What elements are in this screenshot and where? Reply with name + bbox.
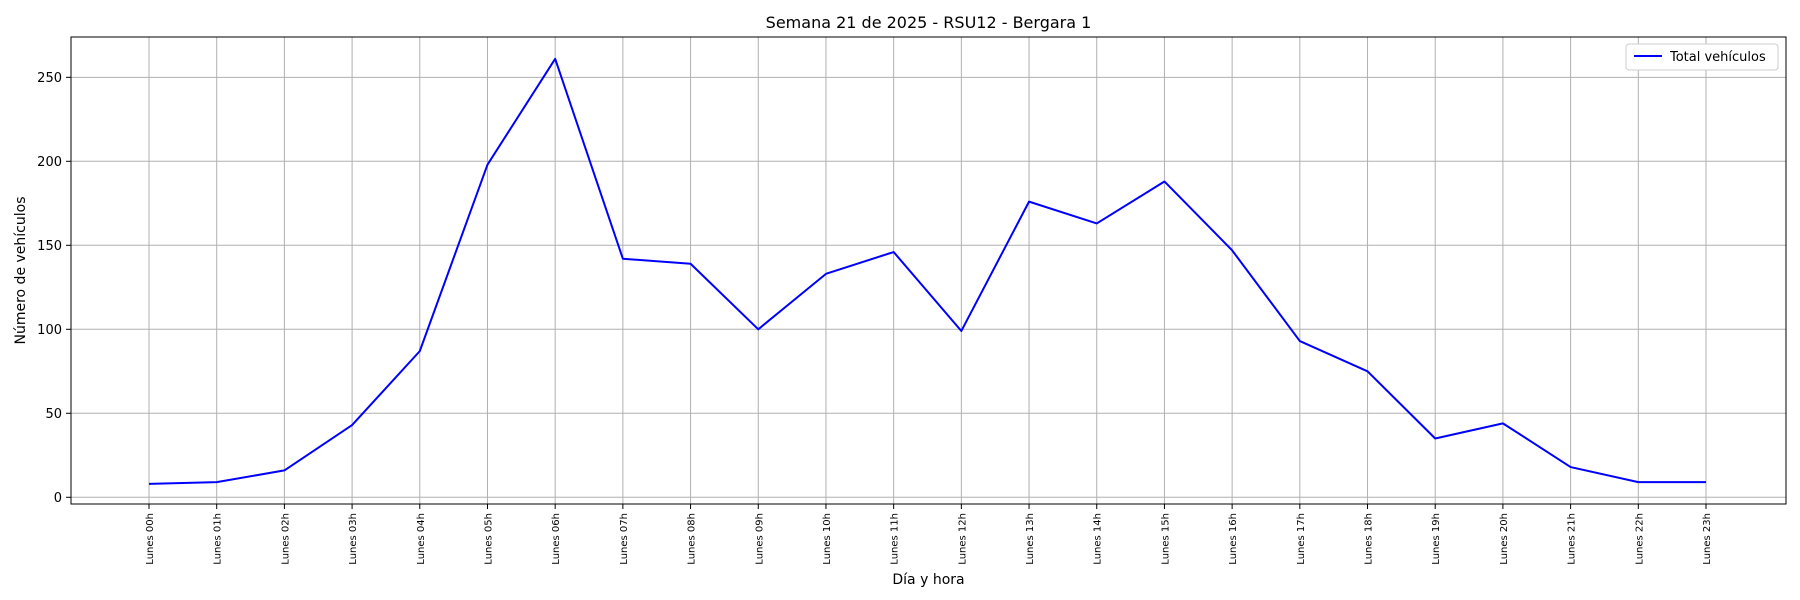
data-point [351, 424, 353, 426]
x-tick-label: Lunes 22h [1634, 513, 1645, 565]
axis-layer: Lunes 00h Lunes 01h Lunes 02h Lunes 03h Lune… [37, 71, 1713, 565]
x-tick-label: Lunes 23h [1702, 513, 1713, 565]
x-tick-label: Lunes 18h [1364, 513, 1375, 565]
x-tick-label: Lunes 06h [551, 513, 562, 565]
data-point [1299, 340, 1301, 342]
data-point [1096, 222, 1098, 224]
y-tick-label: 150 [37, 239, 62, 254]
data-point [1434, 437, 1436, 439]
grid-layer [71, 37, 1786, 504]
x-tick-label: Lunes 09h [754, 513, 765, 565]
data-point [419, 350, 421, 352]
data-point [216, 481, 218, 483]
data-point [893, 251, 895, 253]
chart-title: Semana 21 de 2025 - RSU12 - Bergara 1 [766, 13, 1092, 32]
y-tick-label: 100 [37, 323, 62, 338]
data-point [1028, 201, 1030, 203]
legend-box [1625, 43, 1779, 71]
legend: Total vehículos [1625, 43, 1779, 71]
x-tick-label: Lunes 08h [687, 513, 698, 565]
data-point [148, 483, 150, 485]
data-point [1502, 422, 1504, 424]
data-point [486, 164, 488, 166]
data-point [1231, 249, 1233, 251]
data-point [554, 58, 556, 60]
x-tick-label: Lunes 07h [619, 513, 630, 565]
x-tick-label: Lunes 13h [1025, 513, 1036, 565]
data-point [1367, 370, 1369, 372]
y-tick-label: 50 [45, 407, 62, 422]
data-point [283, 469, 285, 471]
legend-label: Total vehículos [1669, 50, 1766, 65]
x-tick-label: Lunes 03h [348, 513, 359, 565]
y-tick-label: 0 [54, 491, 62, 506]
x-tick-label: Lunes 19h [1431, 513, 1442, 565]
x-tick-label: Lunes 20h [1499, 513, 1510, 565]
y-tick-label: 200 [37, 155, 62, 170]
x-tick-label: Lunes 01h [213, 513, 224, 565]
data-point [622, 258, 624, 260]
x-tick-label: Lunes 12h [957, 513, 968, 565]
data-point [825, 273, 827, 275]
x-tick-label: Lunes 21h [1567, 513, 1578, 565]
data-point [1637, 481, 1639, 483]
data-point [1163, 180, 1165, 182]
data-point [1705, 481, 1707, 483]
x-tick-label: Lunes 17h [1296, 513, 1307, 565]
data-point [757, 328, 759, 330]
y-tick-label: 250 [37, 71, 62, 86]
plot-frame [70, 36, 1787, 505]
x-tick-label: Lunes 05h [483, 513, 494, 565]
x-tick-label: Lunes 02h [280, 513, 291, 565]
data-point [690, 263, 692, 265]
x-tick-label: Lunes 16h [1228, 513, 1239, 565]
x-tick-label: Lunes 10h [822, 513, 833, 565]
x-tick-label: Lunes 00h [145, 513, 156, 565]
y-axis-label: Número de vehículos [13, 197, 29, 345]
x-axis-label: Día y hora [892, 572, 964, 588]
series-line [148, 57, 1706, 485]
x-tick-label: Lunes 15h [1160, 513, 1171, 565]
x-tick-label: Lunes 04h [416, 513, 427, 565]
x-tick-label: Lunes 14h [1093, 513, 1104, 565]
data-point [960, 330, 962, 332]
data-point [1570, 466, 1572, 468]
series-layer [148, 57, 1707, 485]
x-tick-label: Lunes 11h [890, 513, 901, 565]
